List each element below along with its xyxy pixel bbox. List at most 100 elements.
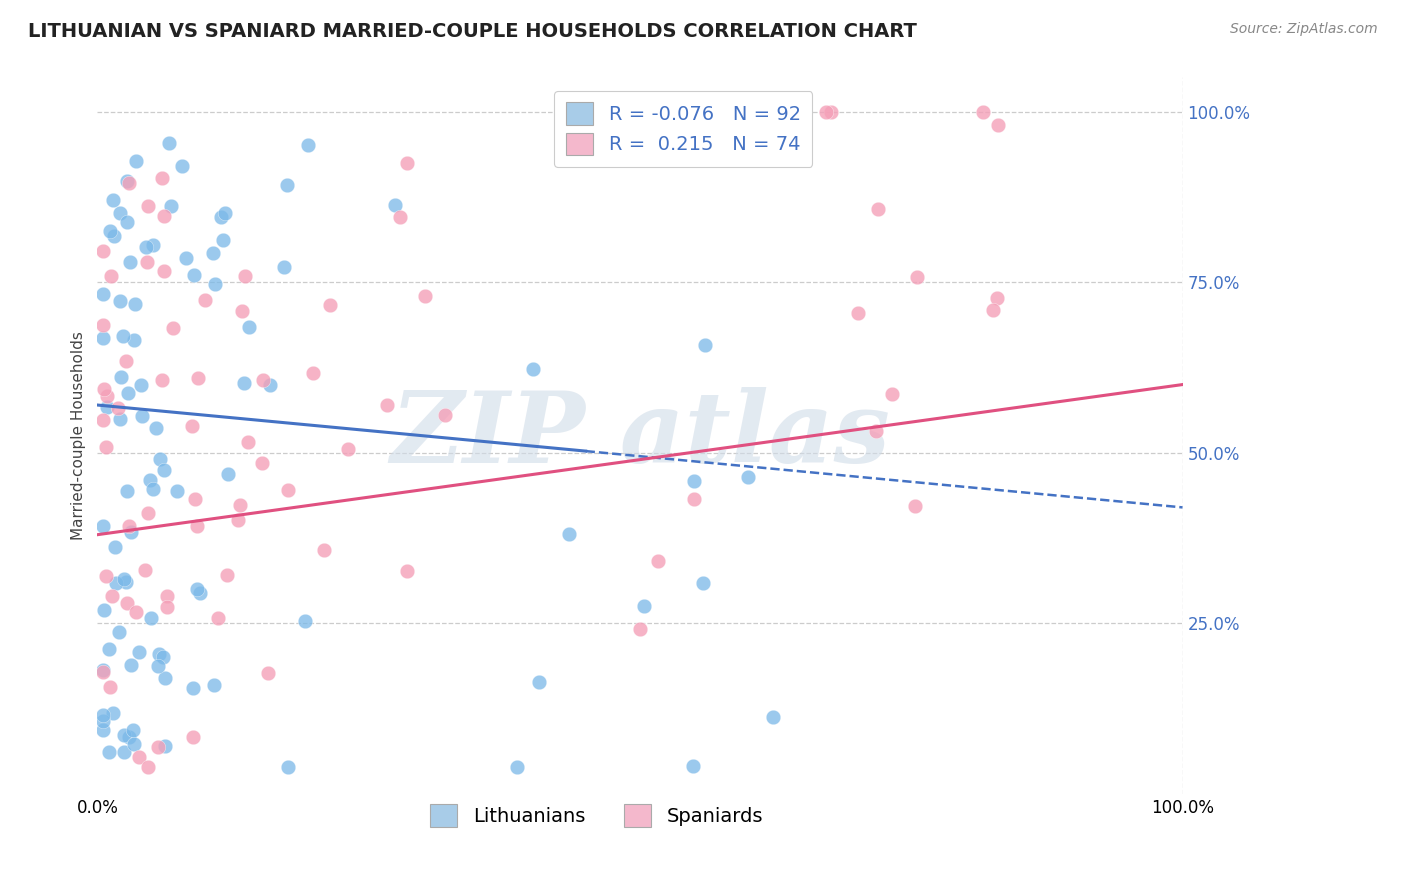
Point <box>183 268 205 282</box>
Point <box>880 386 903 401</box>
Point <box>91 714 114 728</box>
Point <box>110 369 132 384</box>
Point <box>118 519 141 533</box>
Point <box>100 269 122 284</box>
Point <box>194 293 217 308</box>
Point <box>238 435 260 450</box>
Text: LITHUANIAN VS SPANIARD MARRIED-COUPLE HOUSEHOLDS CORRELATION CHART: LITHUANIAN VS SPANIARD MARRIED-COUPLE HO… <box>28 22 917 41</box>
Point <box>125 605 148 619</box>
Point <box>231 304 253 318</box>
Point <box>104 540 127 554</box>
Point <box>91 413 114 427</box>
Point <box>124 296 146 310</box>
Point <box>506 760 529 774</box>
Point <box>141 611 163 625</box>
Point <box>136 199 159 213</box>
Point <box>170 159 193 173</box>
Point <box>112 728 135 742</box>
Point <box>153 264 176 278</box>
Point <box>115 354 138 368</box>
Point <box>229 498 252 512</box>
Point <box>233 269 256 284</box>
Point <box>152 463 174 477</box>
Point <box>232 376 254 391</box>
Point <box>156 589 179 603</box>
Point <box>157 136 180 150</box>
Point <box>117 386 139 401</box>
Text: ZIP atlas: ZIP atlas <box>389 387 890 484</box>
Point <box>114 575 136 590</box>
Point <box>388 210 411 224</box>
Point <box>190 585 212 599</box>
Point <box>302 366 325 380</box>
Point <box>136 255 159 269</box>
Point <box>146 659 169 673</box>
Point <box>319 298 342 312</box>
Point <box>104 575 127 590</box>
Point <box>115 484 138 499</box>
Point <box>136 760 159 774</box>
Legend: Lithuanians, Spaniards: Lithuanians, Spaniards <box>422 797 770 835</box>
Point <box>91 244 114 258</box>
Point <box>396 156 419 170</box>
Point <box>987 118 1010 132</box>
Point <box>202 246 225 260</box>
Point <box>118 176 141 190</box>
Point <box>150 373 173 387</box>
Point <box>162 321 184 335</box>
Point <box>103 228 125 243</box>
Point <box>115 596 138 610</box>
Point <box>986 291 1008 305</box>
Point <box>905 269 928 284</box>
Point <box>100 680 122 694</box>
Point <box>108 293 131 308</box>
Point <box>142 237 165 252</box>
Point <box>415 289 437 303</box>
Point <box>122 737 145 751</box>
Point <box>294 615 316 629</box>
Point <box>529 674 551 689</box>
Point <box>297 138 319 153</box>
Point <box>134 563 156 577</box>
Point <box>98 745 121 759</box>
Point <box>312 543 335 558</box>
Point <box>866 202 889 216</box>
Point <box>276 178 298 192</box>
Point <box>211 233 233 247</box>
Point <box>108 412 131 426</box>
Point <box>762 710 785 724</box>
Point <box>91 331 114 345</box>
Point <box>114 572 136 586</box>
Point <box>122 723 145 738</box>
Point <box>153 209 176 223</box>
Point <box>217 467 239 481</box>
Point <box>128 645 150 659</box>
Point <box>661 104 683 119</box>
Point <box>238 320 260 334</box>
Point <box>186 519 208 533</box>
Point <box>277 759 299 773</box>
Point <box>737 470 759 484</box>
Point <box>683 492 706 507</box>
Point <box>395 565 418 579</box>
Point <box>846 306 869 320</box>
Point <box>558 527 581 541</box>
Point <box>120 524 142 539</box>
Point <box>142 483 165 497</box>
Point <box>215 567 238 582</box>
Point <box>252 373 274 387</box>
Point <box>375 398 398 412</box>
Point <box>112 746 135 760</box>
Point <box>252 456 274 470</box>
Text: Source: ZipAtlas.com: Source: ZipAtlas.com <box>1230 22 1378 37</box>
Point <box>187 371 209 385</box>
Point <box>148 739 170 754</box>
Y-axis label: Married-couple Households: Married-couple Households <box>72 331 86 541</box>
Point <box>276 483 298 498</box>
Point <box>228 513 250 527</box>
Point <box>181 681 204 695</box>
Point <box>91 318 114 332</box>
Point <box>207 611 229 625</box>
Point <box>97 641 120 656</box>
Point <box>156 599 179 614</box>
